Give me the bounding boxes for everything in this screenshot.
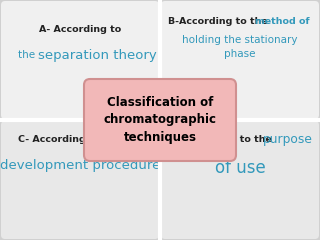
Text: method of: method of: [255, 18, 310, 26]
Text: D- According to the: D- According to the: [168, 136, 275, 144]
FancyBboxPatch shape: [1, 1, 159, 119]
FancyBboxPatch shape: [84, 79, 236, 161]
Text: A- According to: A- According to: [39, 25, 121, 35]
FancyBboxPatch shape: [1, 121, 159, 239]
Text: phase: phase: [224, 49, 256, 59]
FancyBboxPatch shape: [161, 121, 319, 239]
Text: C- According to: C- According to: [18, 136, 103, 144]
Text: Classification of
chromatographic
techniques: Classification of chromatographic techni…: [103, 96, 217, 144]
Text: the: the: [112, 136, 130, 144]
Text: B-According to the: B-According to the: [168, 18, 271, 26]
Text: separation theory: separation theory: [38, 48, 157, 61]
Text: of use: of use: [215, 159, 265, 177]
FancyBboxPatch shape: [161, 1, 319, 119]
Text: purpose: purpose: [263, 133, 313, 146]
Text: development procedure: development procedure: [0, 158, 160, 172]
Text: holding the stationary: holding the stationary: [182, 35, 298, 45]
Text: the: the: [18, 50, 38, 60]
